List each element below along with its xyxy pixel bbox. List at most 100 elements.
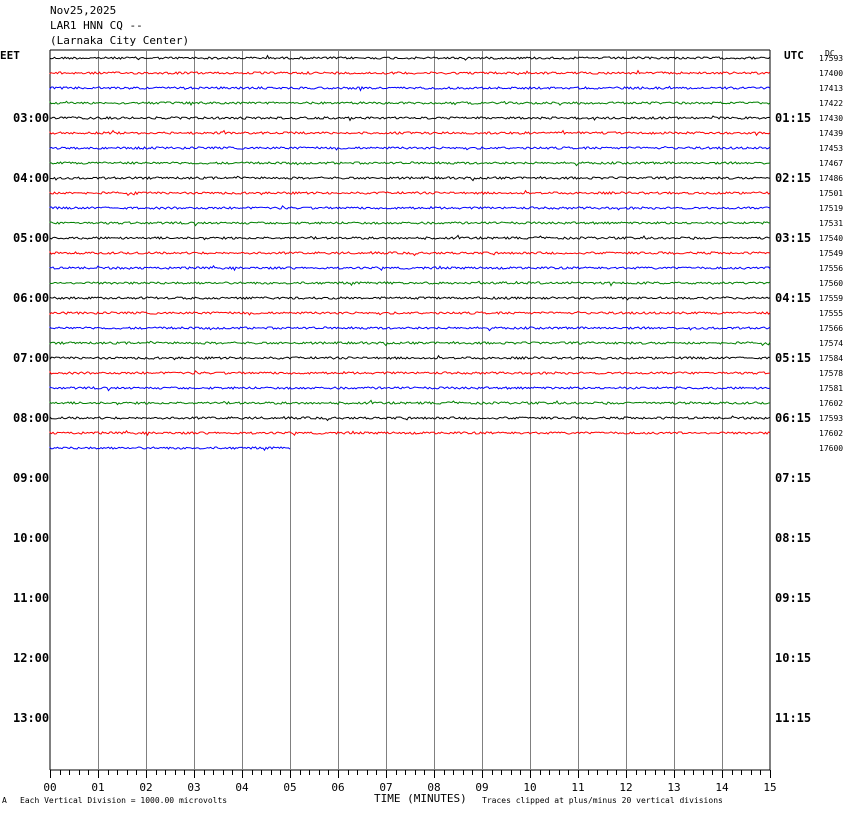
dc-value: 17540 xyxy=(819,234,843,243)
trace-1 xyxy=(49,69,771,76)
dc-value: 17560 xyxy=(819,279,843,288)
trace-22 xyxy=(49,386,771,392)
dc-value: 17453 xyxy=(819,144,843,153)
x-tick-label: 14 xyxy=(715,781,729,794)
left-time-label: 10:00 xyxy=(13,531,49,545)
trace-9 xyxy=(49,189,771,197)
trace-11 xyxy=(49,221,771,227)
dc-value: 17531 xyxy=(819,219,843,228)
scale-note: Each Vertical Division = 1000.00 microvo… xyxy=(20,796,228,805)
x-tick-label: 13 xyxy=(667,781,680,794)
trace-13 xyxy=(49,250,771,257)
right-time-label: 04:15 xyxy=(775,291,811,305)
clip-note: Traces clipped at plus/minus 20 vertical… xyxy=(482,796,723,805)
grid-lines xyxy=(49,49,771,771)
trace-10 xyxy=(49,205,771,211)
dc-labels: 17593 17400 17413 17422 17430 17439 17453 17467… xyxy=(819,54,843,453)
left-time-label: 12:00 xyxy=(13,651,49,665)
trace-16 xyxy=(49,296,771,301)
trace-18 xyxy=(49,326,771,332)
dc-value: 17593 xyxy=(819,54,843,63)
trace-26 xyxy=(49,446,291,452)
right-time-label: 07:15 xyxy=(775,471,811,485)
dc-value: 17555 xyxy=(819,309,843,318)
dc-value: 17439 xyxy=(819,129,843,138)
trace-21 xyxy=(49,370,771,376)
dc-value: 17549 xyxy=(819,249,843,258)
trace-2 xyxy=(49,85,771,92)
trace-17 xyxy=(49,310,771,316)
x-tick-label: 06 xyxy=(331,781,344,794)
dc-label: DC xyxy=(825,49,835,58)
left-time-label: 06:00 xyxy=(13,291,49,305)
x-axis: 00 01 02 03 04 05 06 07 08 09 10 11 12 13 14 15 xyxy=(43,770,777,794)
left-time-label: 07:00 xyxy=(13,351,49,365)
right-time-label: 01:15 xyxy=(775,111,811,125)
dc-value: 17556 xyxy=(819,264,843,273)
right-time-label: 09:15 xyxy=(775,591,811,605)
x-tick-label: 08 xyxy=(427,781,440,794)
x-tick-label: 02 xyxy=(139,781,152,794)
left-time-label: 13:00 xyxy=(13,711,49,725)
dc-value: 17559 xyxy=(819,294,843,303)
left-timezone-label: EET xyxy=(0,49,20,62)
dc-value: 17501 xyxy=(819,189,843,198)
dc-value: 17467 xyxy=(819,159,843,168)
dc-value: 17600 xyxy=(819,444,843,453)
trace-0 xyxy=(49,54,771,61)
dc-value: 17578 xyxy=(819,369,843,378)
right-time-label: 11:15 xyxy=(775,711,811,725)
time-labels: 03:00 01:15 04:00 02:15 05:00 03:15 06:00 04:15… xyxy=(13,111,811,725)
left-time-label: 08:00 xyxy=(13,411,49,425)
left-time-label: 04:00 xyxy=(13,171,49,185)
right-time-label: 05:15 xyxy=(775,351,811,365)
x-tick-label: 09 xyxy=(475,781,488,794)
x-tick-label: 15 xyxy=(763,781,776,794)
left-time-label: 11:00 xyxy=(13,591,49,605)
right-time-label: 08:15 xyxy=(775,531,811,545)
x-tick-label: 04 xyxy=(235,781,249,794)
header-date: Nov25,2025 xyxy=(50,4,117,17)
dc-value: 17486 xyxy=(819,174,843,183)
left-time-label: 05:00 xyxy=(13,231,49,245)
trace-15 xyxy=(49,280,771,287)
trace-20 xyxy=(49,354,771,361)
dc-value: 17593 xyxy=(819,414,843,423)
dc-value: 17413 xyxy=(819,84,843,93)
right-time-label: 10:15 xyxy=(775,651,811,665)
right-time-label: 02:15 xyxy=(775,171,811,185)
trace-8 xyxy=(49,175,771,182)
trace-4 xyxy=(49,115,771,122)
dc-value: 17602 xyxy=(819,429,843,438)
x-tick-label: 01 xyxy=(91,781,104,794)
trace-14 xyxy=(49,264,771,272)
trace-12 xyxy=(49,234,771,241)
dc-value: 17422 xyxy=(819,99,843,108)
right-time-label: 06:15 xyxy=(775,411,811,425)
left-time-label: 03:00 xyxy=(13,111,49,125)
right-timezone-label: UTC xyxy=(784,49,804,62)
trace-5 xyxy=(49,129,771,137)
right-time-label: 03:15 xyxy=(775,231,811,245)
dc-value: 17581 xyxy=(819,384,843,393)
x-tick-label: 00 xyxy=(43,781,56,794)
x-tick-label: 11 xyxy=(571,781,584,794)
trace-6 xyxy=(49,145,771,151)
x-tick-label: 05 xyxy=(283,781,296,794)
x-axis-title: TIME (MINUTES) xyxy=(374,792,467,805)
left-time-label: 09:00 xyxy=(13,471,49,485)
trace-24 xyxy=(49,415,771,422)
trace-19 xyxy=(49,340,771,347)
dc-value: 17584 xyxy=(819,354,843,363)
trace-23 xyxy=(49,399,771,406)
trace-25 xyxy=(49,429,771,437)
x-tick-label: 07 xyxy=(379,781,392,794)
dc-value: 17519 xyxy=(819,204,843,213)
dc-value: 17400 xyxy=(819,69,843,78)
corner-mark: A xyxy=(2,796,7,805)
trace-3 xyxy=(49,100,771,106)
x-tick-label: 03 xyxy=(187,781,200,794)
header-location: (Larnaka City Center) xyxy=(50,34,190,47)
header-station: LAR1 HNN CQ -- xyxy=(50,19,143,32)
